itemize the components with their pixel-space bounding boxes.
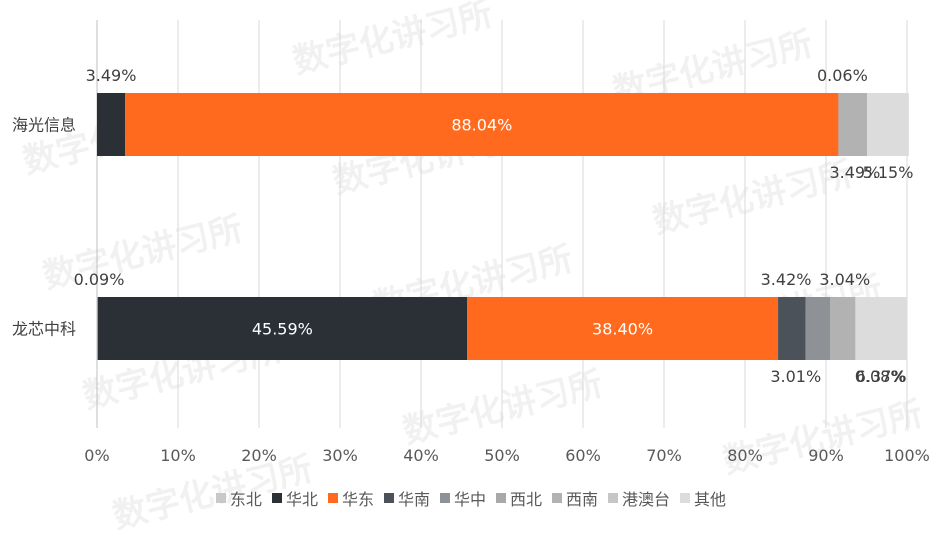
legend-swatch xyxy=(383,493,394,503)
data-label: 3.04% xyxy=(819,270,870,289)
data-label: 6.37% xyxy=(856,367,907,386)
bar-segment xyxy=(867,93,909,156)
legend-swatch xyxy=(608,493,619,503)
bar-segment xyxy=(97,297,468,360)
bar-segment xyxy=(125,93,839,156)
data-label: 0.06% xyxy=(817,66,868,85)
legend-item: 东北 xyxy=(215,486,262,510)
legend-label: 华北 xyxy=(285,490,318,509)
data-label: 0.08% xyxy=(855,367,906,386)
x-tick-label: 50% xyxy=(484,446,520,465)
x-tick-label: 20% xyxy=(241,446,277,465)
legend-label: 其他 xyxy=(694,490,727,509)
legend-item: 港澳台 xyxy=(608,486,670,510)
legend-swatch xyxy=(496,493,506,503)
legend-item: 华中 xyxy=(439,486,486,510)
legend-item: 西南 xyxy=(552,486,598,510)
data-labels: 3.49%88.04%0.06%3.49%5.15%0.09%45.59% 38.… xyxy=(74,66,914,386)
data-label: 88.04% xyxy=(451,116,512,135)
data-label: 3.42% xyxy=(761,270,812,289)
x-tick-label: 70% xyxy=(646,446,682,465)
legend-label: 华南 xyxy=(397,490,430,509)
bar-segment xyxy=(855,297,907,360)
legend-item: 华北 xyxy=(271,486,318,510)
bar-segment xyxy=(830,297,856,360)
legend-label: 港澳台 xyxy=(622,490,671,509)
data-label: 3.01% xyxy=(770,367,821,386)
x-tick-label: 0% xyxy=(84,446,109,465)
legend-label: 东北 xyxy=(229,490,262,509)
data-label: 38.40% xyxy=(592,320,653,339)
bar-segment xyxy=(467,297,779,360)
x-tick-label: 60% xyxy=(565,446,601,465)
category-label: 海光信息 xyxy=(12,116,76,135)
legend-item: 其他 xyxy=(680,486,726,510)
legend-swatch xyxy=(680,493,691,503)
category-label: 龙芯中科 xyxy=(12,320,76,339)
x-axis-ticks: 0% 10% 20% 30% 40% 50% 60% 70% 80% 90% 100% xyxy=(84,446,930,465)
data-label: 3.49% xyxy=(86,66,137,85)
bar-segment xyxy=(97,93,126,156)
bars xyxy=(97,93,909,360)
x-tick-label: 30% xyxy=(322,446,358,465)
legend-label: 华中 xyxy=(453,490,486,509)
legend: 东北 华北 华东 华南 华中 西北 西南 港澳台 其他 xyxy=(0,486,942,510)
data-label: 5.15% xyxy=(863,163,914,182)
legend-swatch xyxy=(271,493,282,503)
x-tick-label: 90% xyxy=(808,446,844,465)
bar-segment xyxy=(778,297,806,360)
x-tick-label: 10% xyxy=(160,446,196,465)
x-tick-label: 40% xyxy=(403,446,439,465)
legend-label: 华东 xyxy=(341,490,374,509)
legend-label: 西南 xyxy=(566,490,599,509)
data-label: 3.49% xyxy=(829,163,880,182)
bar-segment xyxy=(838,93,868,156)
legend-swatch xyxy=(327,493,338,503)
legend-label: 西北 xyxy=(510,490,543,509)
legend-swatch xyxy=(215,493,226,503)
data-label: 45.59% xyxy=(252,320,313,339)
bar-segment xyxy=(805,297,831,360)
x-tick-label: 80% xyxy=(727,446,763,465)
data-label: 0.09% xyxy=(74,270,125,289)
x-tick-label: 100% xyxy=(884,446,930,465)
legend-item: 华南 xyxy=(383,486,430,510)
legend-item: 华东 xyxy=(327,486,374,510)
legend-swatch xyxy=(552,493,563,503)
legend-item: 西北 xyxy=(496,486,542,510)
stacked-bar-chart: 3.49%88.04%0.06%3.49%5.15%0.09%45.59% 38.… xyxy=(12,20,930,465)
legend-swatch xyxy=(439,493,450,503)
